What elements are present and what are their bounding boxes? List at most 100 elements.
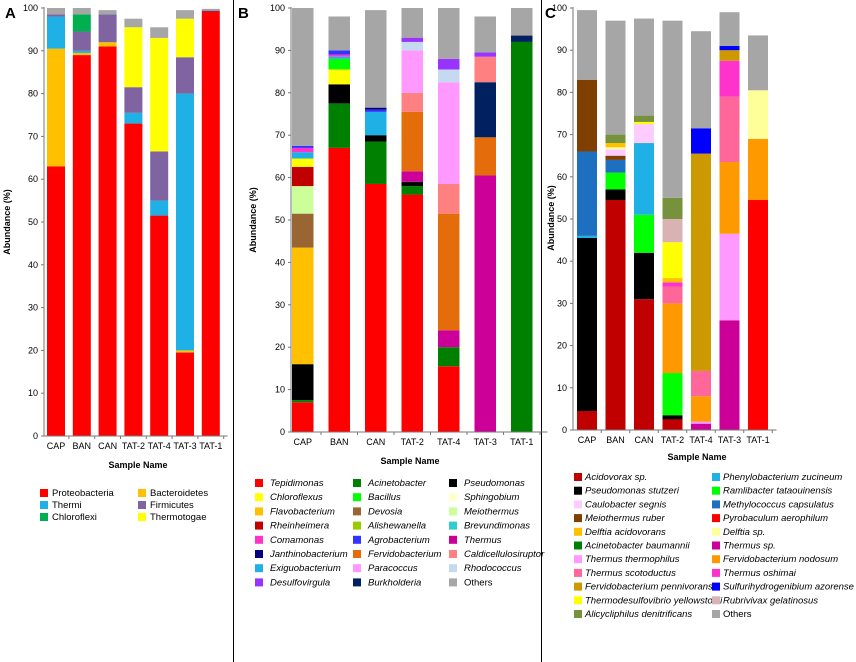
bar-segment [748, 138, 768, 201]
bar-segment [691, 153, 711, 371]
bar-segment [176, 93, 194, 351]
legend-swatch [353, 507, 361, 516]
legend-swatch [255, 564, 263, 573]
bar-segment [328, 54, 350, 57]
legend-item: Ramlibacter tataouinensis [712, 486, 833, 497]
legend-swatch [712, 486, 720, 495]
bar-segment [98, 46, 117, 437]
bar-segment [292, 8, 314, 146]
y-tick-label: 10 [557, 383, 567, 393]
legend-swatch [353, 521, 361, 530]
bars [292, 8, 533, 433]
legend-item: Meiothermus [449, 506, 519, 517]
legend-item: Rubrivivax gelatinosus [712, 595, 818, 606]
legend-item: Exiguobacterium [255, 563, 341, 574]
bar-segment [176, 350, 194, 353]
legend-swatch [449, 550, 457, 558]
y-tick-label: 90 [28, 46, 38, 56]
legend-item: Alishewanella [353, 521, 426, 532]
bar-segment [474, 56, 496, 83]
y-tick-label: 10 [275, 385, 285, 395]
legend-swatch [138, 489, 146, 497]
legend-label: Methylococcus capsulatus [723, 499, 834, 510]
panel-c: C 0 10 20 30 40 50 60 70 80 90 100 CAP BAN CAN TAT-2 TAT… [545, 3, 854, 620]
legend-swatch [449, 578, 457, 587]
legend-item: Thermus sp. [712, 541, 776, 552]
bar-segment [72, 50, 91, 53]
bar-segment [577, 235, 597, 238]
legend-swatch [40, 513, 48, 521]
bar-segment [176, 352, 194, 436]
legend-swatch [255, 521, 263, 530]
bar-segment [98, 10, 117, 15]
bar-segment [401, 92, 423, 112]
legend-swatch [574, 473, 582, 481]
bar-segment [634, 124, 654, 144]
legend-label: Tepidimonas [270, 478, 324, 489]
bar-segment [47, 48, 65, 167]
legend-item: Sulfurihydrogenibium azorense [712, 582, 854, 593]
legend-swatch [353, 578, 361, 587]
bar-segment [176, 10, 194, 19]
bar-segment [605, 172, 626, 190]
legend-label: Thermus thermophilus [585, 554, 680, 565]
bar-segment [150, 200, 169, 216]
legend-item: Fervidobacterium pennivorans [574, 582, 713, 593]
bar-segment [691, 128, 711, 154]
legend-swatch [712, 596, 720, 605]
legend-item: Agrobacterium [353, 535, 430, 546]
bar-segment [47, 166, 65, 437]
legend-label: Pyrobaculum aerophilum [723, 513, 828, 524]
bar-segment [365, 141, 387, 184]
legend-item: Flavobacterium [255, 506, 335, 517]
y-tick-label: 20 [28, 345, 38, 355]
y-tick-label: 40 [28, 260, 38, 270]
bar-segment [438, 58, 460, 70]
legend-swatch [40, 501, 48, 509]
legend-item: Delftia acidovorans [574, 527, 666, 538]
bar-segment [401, 194, 423, 432]
bar-segment [401, 8, 423, 38]
bar-segment [401, 181, 423, 187]
y-tick-label: 0 [33, 431, 38, 441]
x-tick-label: BAN [330, 437, 349, 447]
x-tick-label: TAT-1 [199, 441, 222, 451]
bar-segment [201, 11, 220, 436]
bar-segment [691, 421, 711, 424]
bar-segment [292, 152, 314, 159]
bar-segment [605, 149, 626, 156]
x-tick-label: TAT-4 [437, 437, 460, 447]
bar-segment [365, 109, 387, 112]
legend-label: Thermus scotoductus [585, 568, 676, 579]
bar-segment [634, 115, 654, 122]
bar-segment [328, 16, 350, 51]
legend-label: Phenylobacterium zucineum [723, 472, 842, 483]
bar-segment [328, 69, 350, 85]
y-tick-label: 60 [557, 172, 567, 182]
legend-label: Meiothermus ruber [585, 513, 666, 524]
legend-item: Acinetobacter [353, 478, 427, 489]
bar-segment [328, 56, 350, 59]
bar-segment [511, 8, 533, 36]
legend-item: Bacteroidetes [138, 488, 208, 499]
bar-segment [328, 50, 350, 55]
legend: Acidovorax sp. Phenylobacterium zucineum P… [574, 472, 854, 620]
bar-segment [719, 233, 740, 321]
bar-segment [150, 37, 169, 152]
bar-segment [719, 162, 740, 234]
legend-label: Firmicutes [150, 500, 194, 511]
bar-segment [365, 10, 387, 108]
bar-segment [47, 16, 65, 49]
legend-label: Alishewanella [367, 521, 426, 532]
bar-segment [292, 167, 314, 187]
legend-item: Chloroflexi [40, 512, 97, 523]
legend-item: Fervidobacterium [353, 549, 441, 560]
legend-label: Others [723, 609, 752, 620]
legend-swatch [712, 473, 720, 481]
legend-item: Delftia sp. [712, 527, 765, 538]
legend-swatch [712, 582, 720, 591]
bar-segment [438, 330, 460, 348]
legend-swatch [353, 479, 361, 487]
bar-segment [401, 41, 423, 51]
